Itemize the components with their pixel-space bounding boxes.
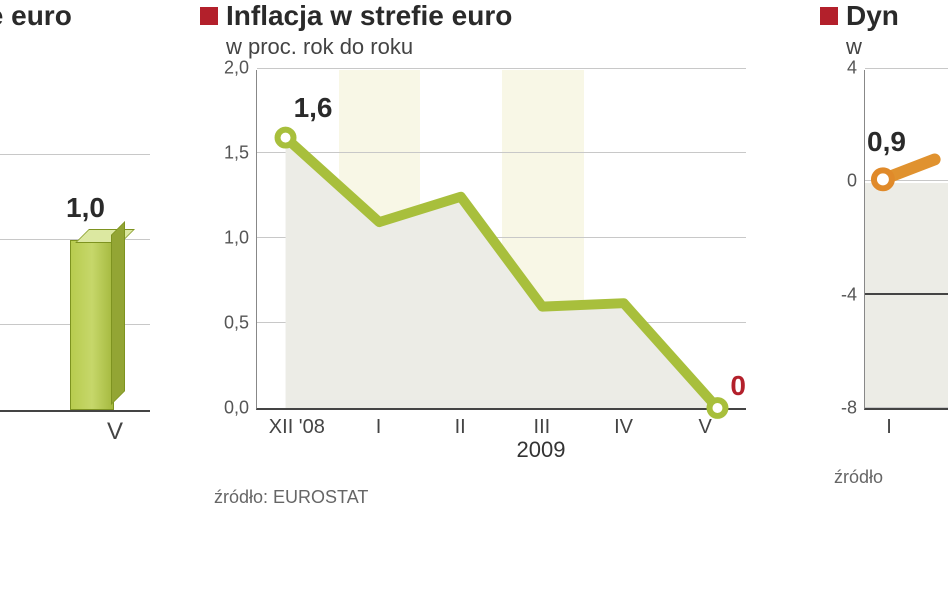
xcat: I	[338, 416, 420, 439]
xcat: II	[419, 416, 501, 439]
right-title-fragment: Dyn	[846, 0, 899, 32]
ytick: 4	[847, 58, 865, 79]
right-chart-partial: Dyn w -8 -4 0 4 0,9 I źródło	[820, 0, 948, 488]
center-year: 2009	[256, 437, 746, 463]
ytick: 0	[847, 171, 865, 192]
ytick: 1,5	[224, 143, 257, 164]
center-end-label: 0	[730, 370, 746, 402]
left-chart-partial: ie euro 1,0 V	[0, 0, 170, 446]
left-plot: 1,0	[0, 72, 150, 412]
ytick: -8	[841, 398, 865, 419]
center-title: Inflacja w strefie euro	[226, 0, 512, 32]
right-plot: -8 -4 0 4 0,9	[864, 70, 948, 410]
right-source-fragment: źródło	[834, 467, 948, 488]
xcat: V	[664, 416, 746, 439]
right-xaxis: I	[864, 410, 948, 439]
ytick: -4	[841, 284, 865, 305]
ytick: 2,0	[224, 58, 257, 79]
xcat: IV	[583, 416, 665, 439]
left-bar	[70, 240, 114, 410]
left-value-label: 1,0	[66, 192, 105, 224]
xcat: XII '08	[256, 416, 338, 439]
ytick: 0,5	[224, 313, 257, 334]
center-chart: Inflacja w strefie euro w proc. rok do r…	[200, 0, 760, 508]
center-start-label: 1,6	[294, 92, 333, 124]
left-xcat: V	[80, 418, 150, 446]
right-subtitle-fragment: w	[846, 34, 948, 60]
center-plot: 0,0 0,5 1,0 1,5 2,0 1,6 0	[256, 70, 746, 410]
center-source: źródło: EUROSTAT	[214, 487, 760, 508]
xcat: III	[501, 416, 583, 439]
ytick: 1,0	[224, 228, 257, 249]
right-line-svg	[865, 70, 948, 408]
bullet-icon	[820, 7, 838, 25]
xcat: I	[864, 416, 914, 439]
center-subtitle: w proc. rok do roku	[226, 34, 760, 60]
ytick: 0,0	[224, 398, 257, 419]
left-title-fragment: ie euro	[0, 0, 72, 32]
bullet-icon	[200, 7, 218, 25]
right-value-label: 0,9	[867, 126, 906, 158]
center-xaxis: XII '08IIIIIIIVV	[256, 410, 746, 439]
